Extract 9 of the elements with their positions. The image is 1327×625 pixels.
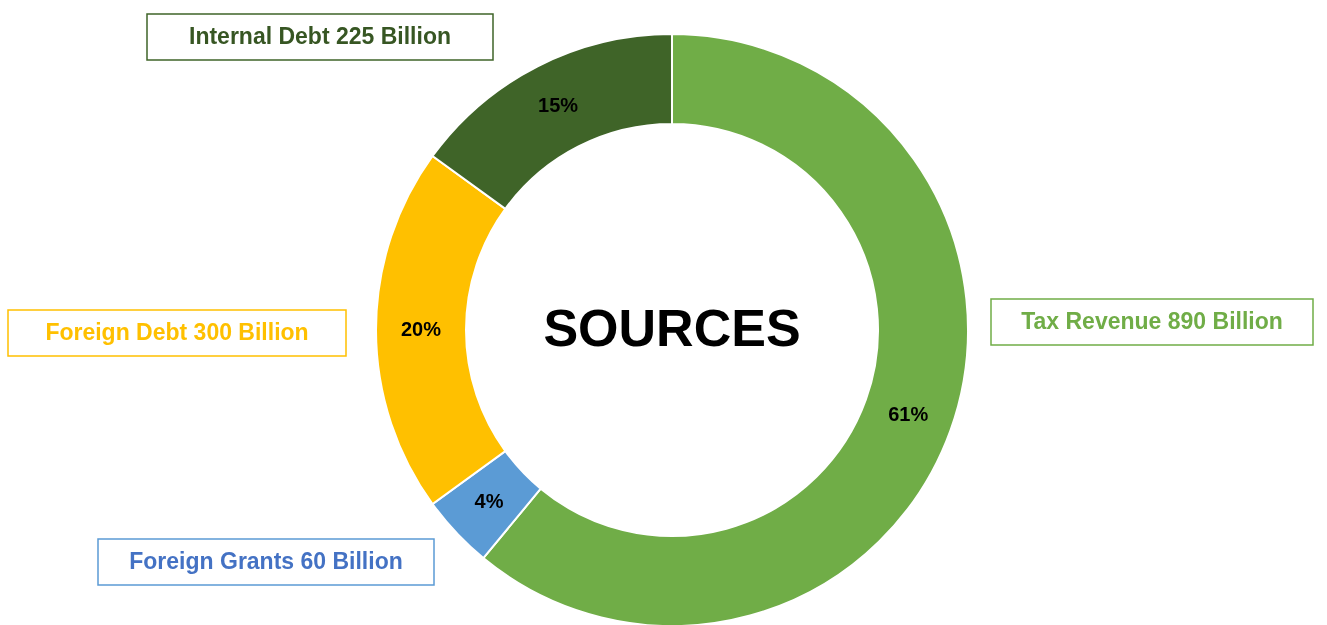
data-label: 4% bbox=[474, 489, 504, 512]
text: SOURCES bbox=[543, 299, 801, 357]
data-label: 15% bbox=[538, 94, 579, 117]
slice-label: Internal Debt 225 Billion bbox=[189, 23, 451, 49]
data-label: 61% bbox=[888, 403, 929, 426]
slice-label: Foreign Debt 300 Billion bbox=[45, 319, 309, 345]
slice-label: Foreign Grants 60 Billion bbox=[129, 548, 403, 574]
data-label: 20% bbox=[400, 318, 442, 340]
slice-label: Tax Revenue 890 Billion bbox=[1021, 308, 1283, 334]
